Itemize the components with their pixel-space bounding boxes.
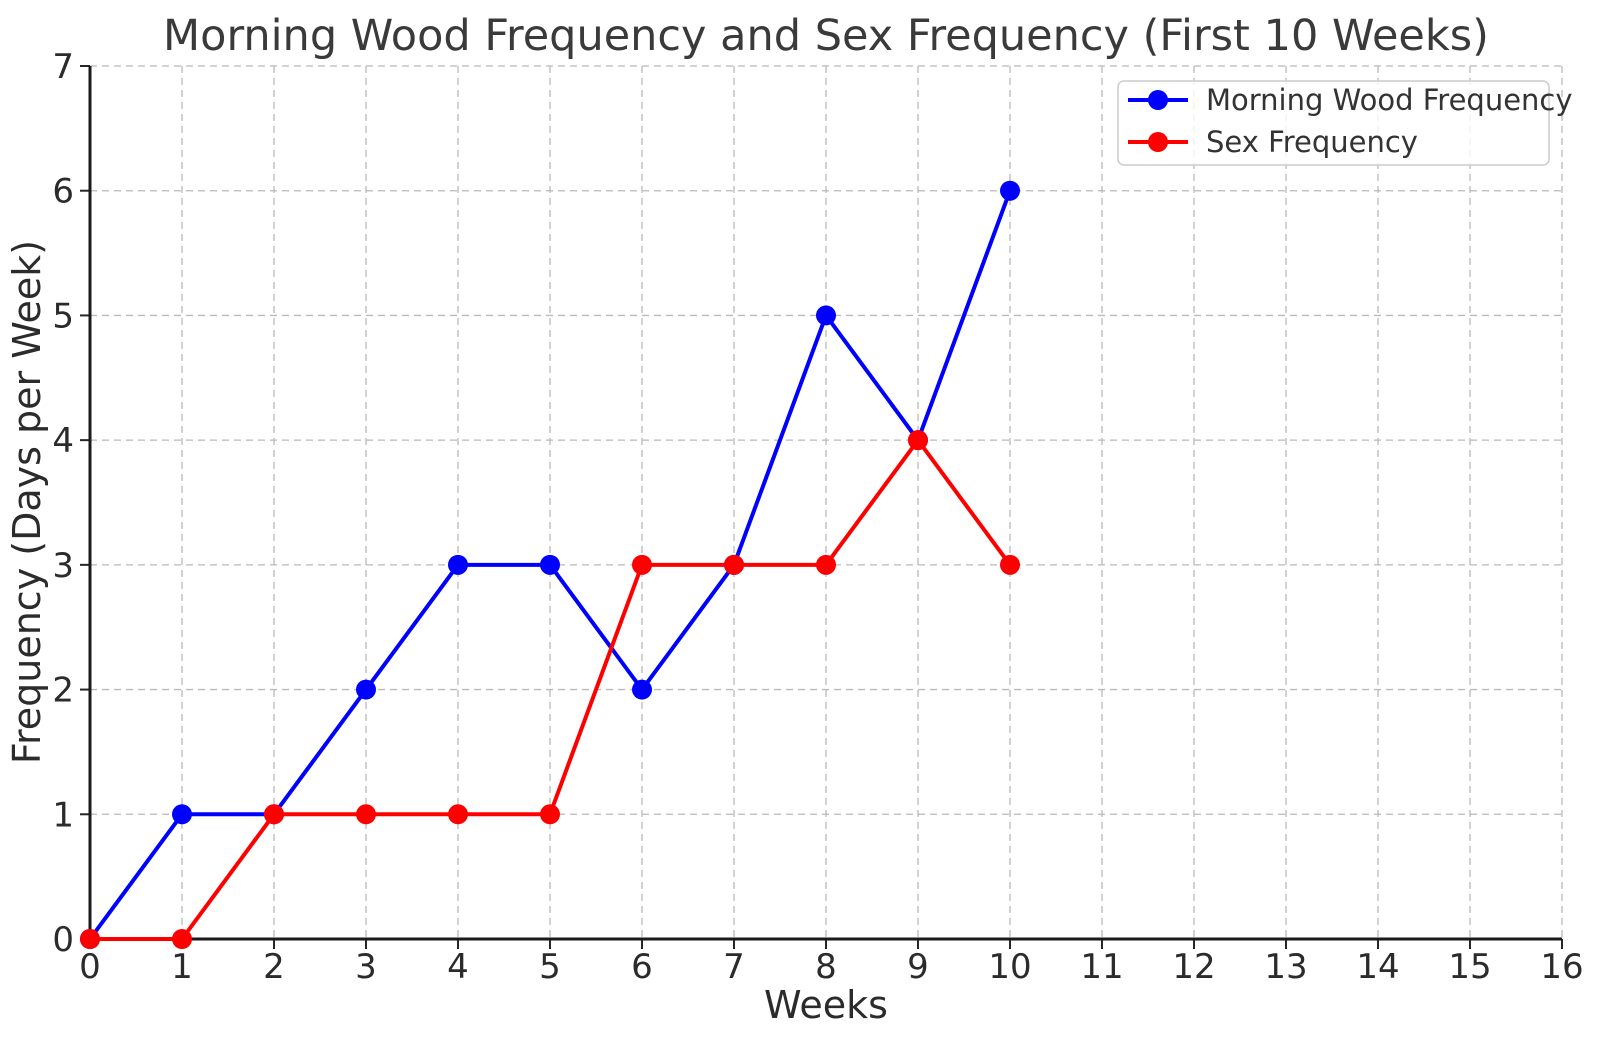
legend-marker	[1148, 132, 1168, 152]
y-axis-label: Frequency (Days per Week)	[5, 240, 49, 764]
x-tick-label: 6	[631, 947, 653, 987]
x-tick-label: 12	[1172, 947, 1215, 987]
x-tick-label: 2	[263, 947, 285, 987]
x-tick-label: 10	[988, 947, 1031, 987]
x-tick-label: 15	[1448, 947, 1491, 987]
data-point	[448, 804, 468, 825]
data-point	[724, 554, 744, 575]
x-tick-label: 11	[1080, 947, 1123, 987]
data-point	[540, 554, 560, 575]
legend-marker	[1148, 90, 1168, 110]
legend: Morning Wood Frequency Sex Frequency	[1117, 80, 1573, 166]
x-tick-label: 9	[907, 947, 929, 987]
x-tick-label: 14	[1356, 947, 1399, 987]
y-tick-label: 7	[52, 47, 74, 87]
data-point	[816, 305, 836, 326]
x-tick-label: 0	[79, 947, 101, 987]
data-point	[632, 679, 652, 700]
x-tick-label: 8	[815, 947, 837, 987]
legend-item: Morning Wood Frequency	[1128, 83, 1573, 117]
data-series	[80, 180, 1020, 949]
gridlines	[89, 65, 1563, 940]
y-tick-label: 2	[52, 671, 74, 711]
legend-item: Sex Frequency	[1128, 125, 1418, 159]
y-tick-label: 3	[52, 546, 74, 586]
y-tick-label: 4	[52, 421, 74, 461]
data-point	[908, 430, 928, 451]
legend-label: Morning Wood Frequency	[1206, 83, 1573, 117]
data-point	[264, 804, 284, 825]
data-point	[80, 929, 100, 949]
x-tick-label: 3	[355, 947, 377, 987]
data-point	[356, 679, 376, 700]
axis-spines	[88, 66, 1562, 941]
data-point	[172, 929, 192, 949]
x-axis-label: Weeks	[764, 983, 888, 1027]
y-tick-label: 5	[52, 296, 74, 336]
data-point	[172, 804, 192, 825]
data-point	[816, 554, 836, 575]
data-point	[1000, 554, 1020, 575]
x-tick-label: 5	[539, 947, 561, 987]
legend-frame	[1117, 80, 1550, 166]
legend-label: Sex Frequency	[1206, 125, 1418, 159]
data-point	[540, 804, 560, 825]
x-tick-label: 13	[1264, 947, 1307, 987]
y-tick-label: 0	[52, 920, 74, 960]
x-tick-label: 4	[447, 947, 469, 987]
x-tick-label: 1	[171, 947, 193, 987]
y-tick-label: 6	[52, 172, 74, 212]
data-point	[448, 554, 468, 575]
data-point	[1000, 180, 1020, 201]
data-point	[356, 804, 376, 825]
x-tick-label: 16	[1540, 947, 1583, 987]
x-tick-label: 7	[723, 947, 745, 987]
chart-title: Morning Wood Frequency and Sex Frequency…	[163, 11, 1489, 61]
data-point	[632, 554, 652, 575]
y-tick-label: 1	[52, 795, 74, 835]
